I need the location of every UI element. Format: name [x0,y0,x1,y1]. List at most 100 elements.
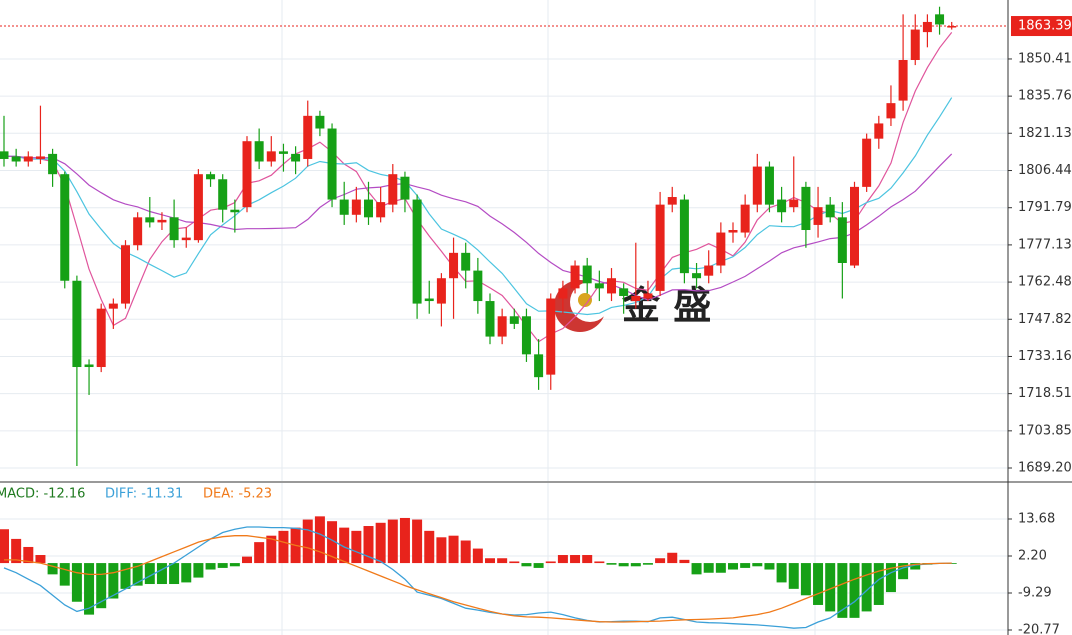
macd-line [3,526,952,629]
macd-bar [399,517,410,564]
macd-line [4,535,952,623]
candle-body [303,115,313,159]
macd-bar [96,563,107,609]
candle-body [278,151,288,154]
y-tick-label: 1747.82 [1018,312,1072,327]
candle-body [534,354,544,378]
candle-body [850,186,859,266]
macd-bar [898,563,909,580]
candle-body [497,316,507,337]
macd-bar [606,563,617,565]
candle-body [862,138,872,187]
macd-bar [59,563,70,586]
macd-bar [910,563,921,570]
macd-bar [521,563,532,567]
y-tick-label: 1850.41 [1018,51,1072,66]
candle-body [704,265,714,276]
candle-body [388,174,398,205]
candle-body [752,166,762,205]
macd-bar [448,535,459,564]
macd-bar [497,558,508,564]
candle-body [218,179,228,210]
candle-body [910,29,920,61]
macd-bar [35,555,46,564]
y-tick-label: 1762.48 [1018,275,1072,290]
watermark: 金 盛 [621,284,711,328]
candle-body [133,217,143,246]
candle-body [436,278,446,304]
candle-body [777,199,787,213]
macd-bar [314,516,325,564]
macd-bar [861,563,872,612]
candle-body [922,21,932,33]
macd-bar [47,563,58,575]
candle-body [716,232,726,266]
candle-body [740,204,750,233]
y-tick-label: 1689.20 [1018,461,1072,476]
macd-bar [594,561,605,564]
candle-body [825,204,835,218]
y-tick-label: 1835.76 [1018,89,1072,104]
macd-bar [11,538,22,564]
macd-bar [655,558,666,564]
macd-bar [71,563,82,602]
macd-bar [582,555,593,564]
macd-bar [533,563,544,568]
macd-bar [242,556,252,564]
candle-body [412,199,422,304]
macd-bar [302,519,313,564]
candle-body [339,199,349,215]
candle-body [364,199,373,218]
candle-body [206,174,216,180]
candle-body [315,115,325,129]
macd-bar [363,526,374,564]
candle-body [145,217,155,223]
macd-bar [630,563,641,567]
macd-bar [776,563,787,583]
macd-bar [740,563,751,568]
candle-body [291,153,301,162]
macd-bar [618,563,629,567]
candle-body [582,265,592,284]
candle-body [108,303,118,309]
y-tick-label: 1806.44 [1018,163,1072,178]
macd-bar [679,559,690,564]
macd-bar [728,563,738,570]
candle-body [558,288,568,299]
candle-body [0,151,9,159]
last-price-label: 1863.39 [1018,19,1072,34]
candle-body [72,280,82,368]
candle-body [23,156,33,162]
candle-body [121,245,130,304]
candle-body [619,288,629,296]
macd-bar [387,519,398,564]
macd-bar [813,563,824,605]
candle-body [898,60,908,101]
logo-coin [578,293,592,307]
candle-body [461,252,471,271]
candle-body [400,176,410,200]
y-tick-label: 1821.13 [1018,126,1072,141]
candle-body [84,364,94,368]
candle-body [874,123,884,139]
macd-bar [0,529,9,564]
macd-bar [545,561,556,564]
candle-body [509,316,519,324]
macd-bar [375,522,386,564]
macd-bar [873,563,884,605]
macd-bar [132,563,143,586]
candle-body [376,202,386,218]
macd-bar [715,563,726,573]
candle-body [655,204,665,291]
macd-bar [23,546,34,564]
macd-bar [193,563,204,578]
candle-body [242,141,252,208]
candle-body [351,199,361,215]
y-tick-label: -9.29 [1018,586,1052,601]
macd-bar [120,563,131,589]
y-tick-label: 1791.79 [1018,200,1072,215]
macd-bar [266,535,277,564]
macd-bar [849,563,860,618]
legend-label: DIFF: -11.31 [105,487,183,502]
